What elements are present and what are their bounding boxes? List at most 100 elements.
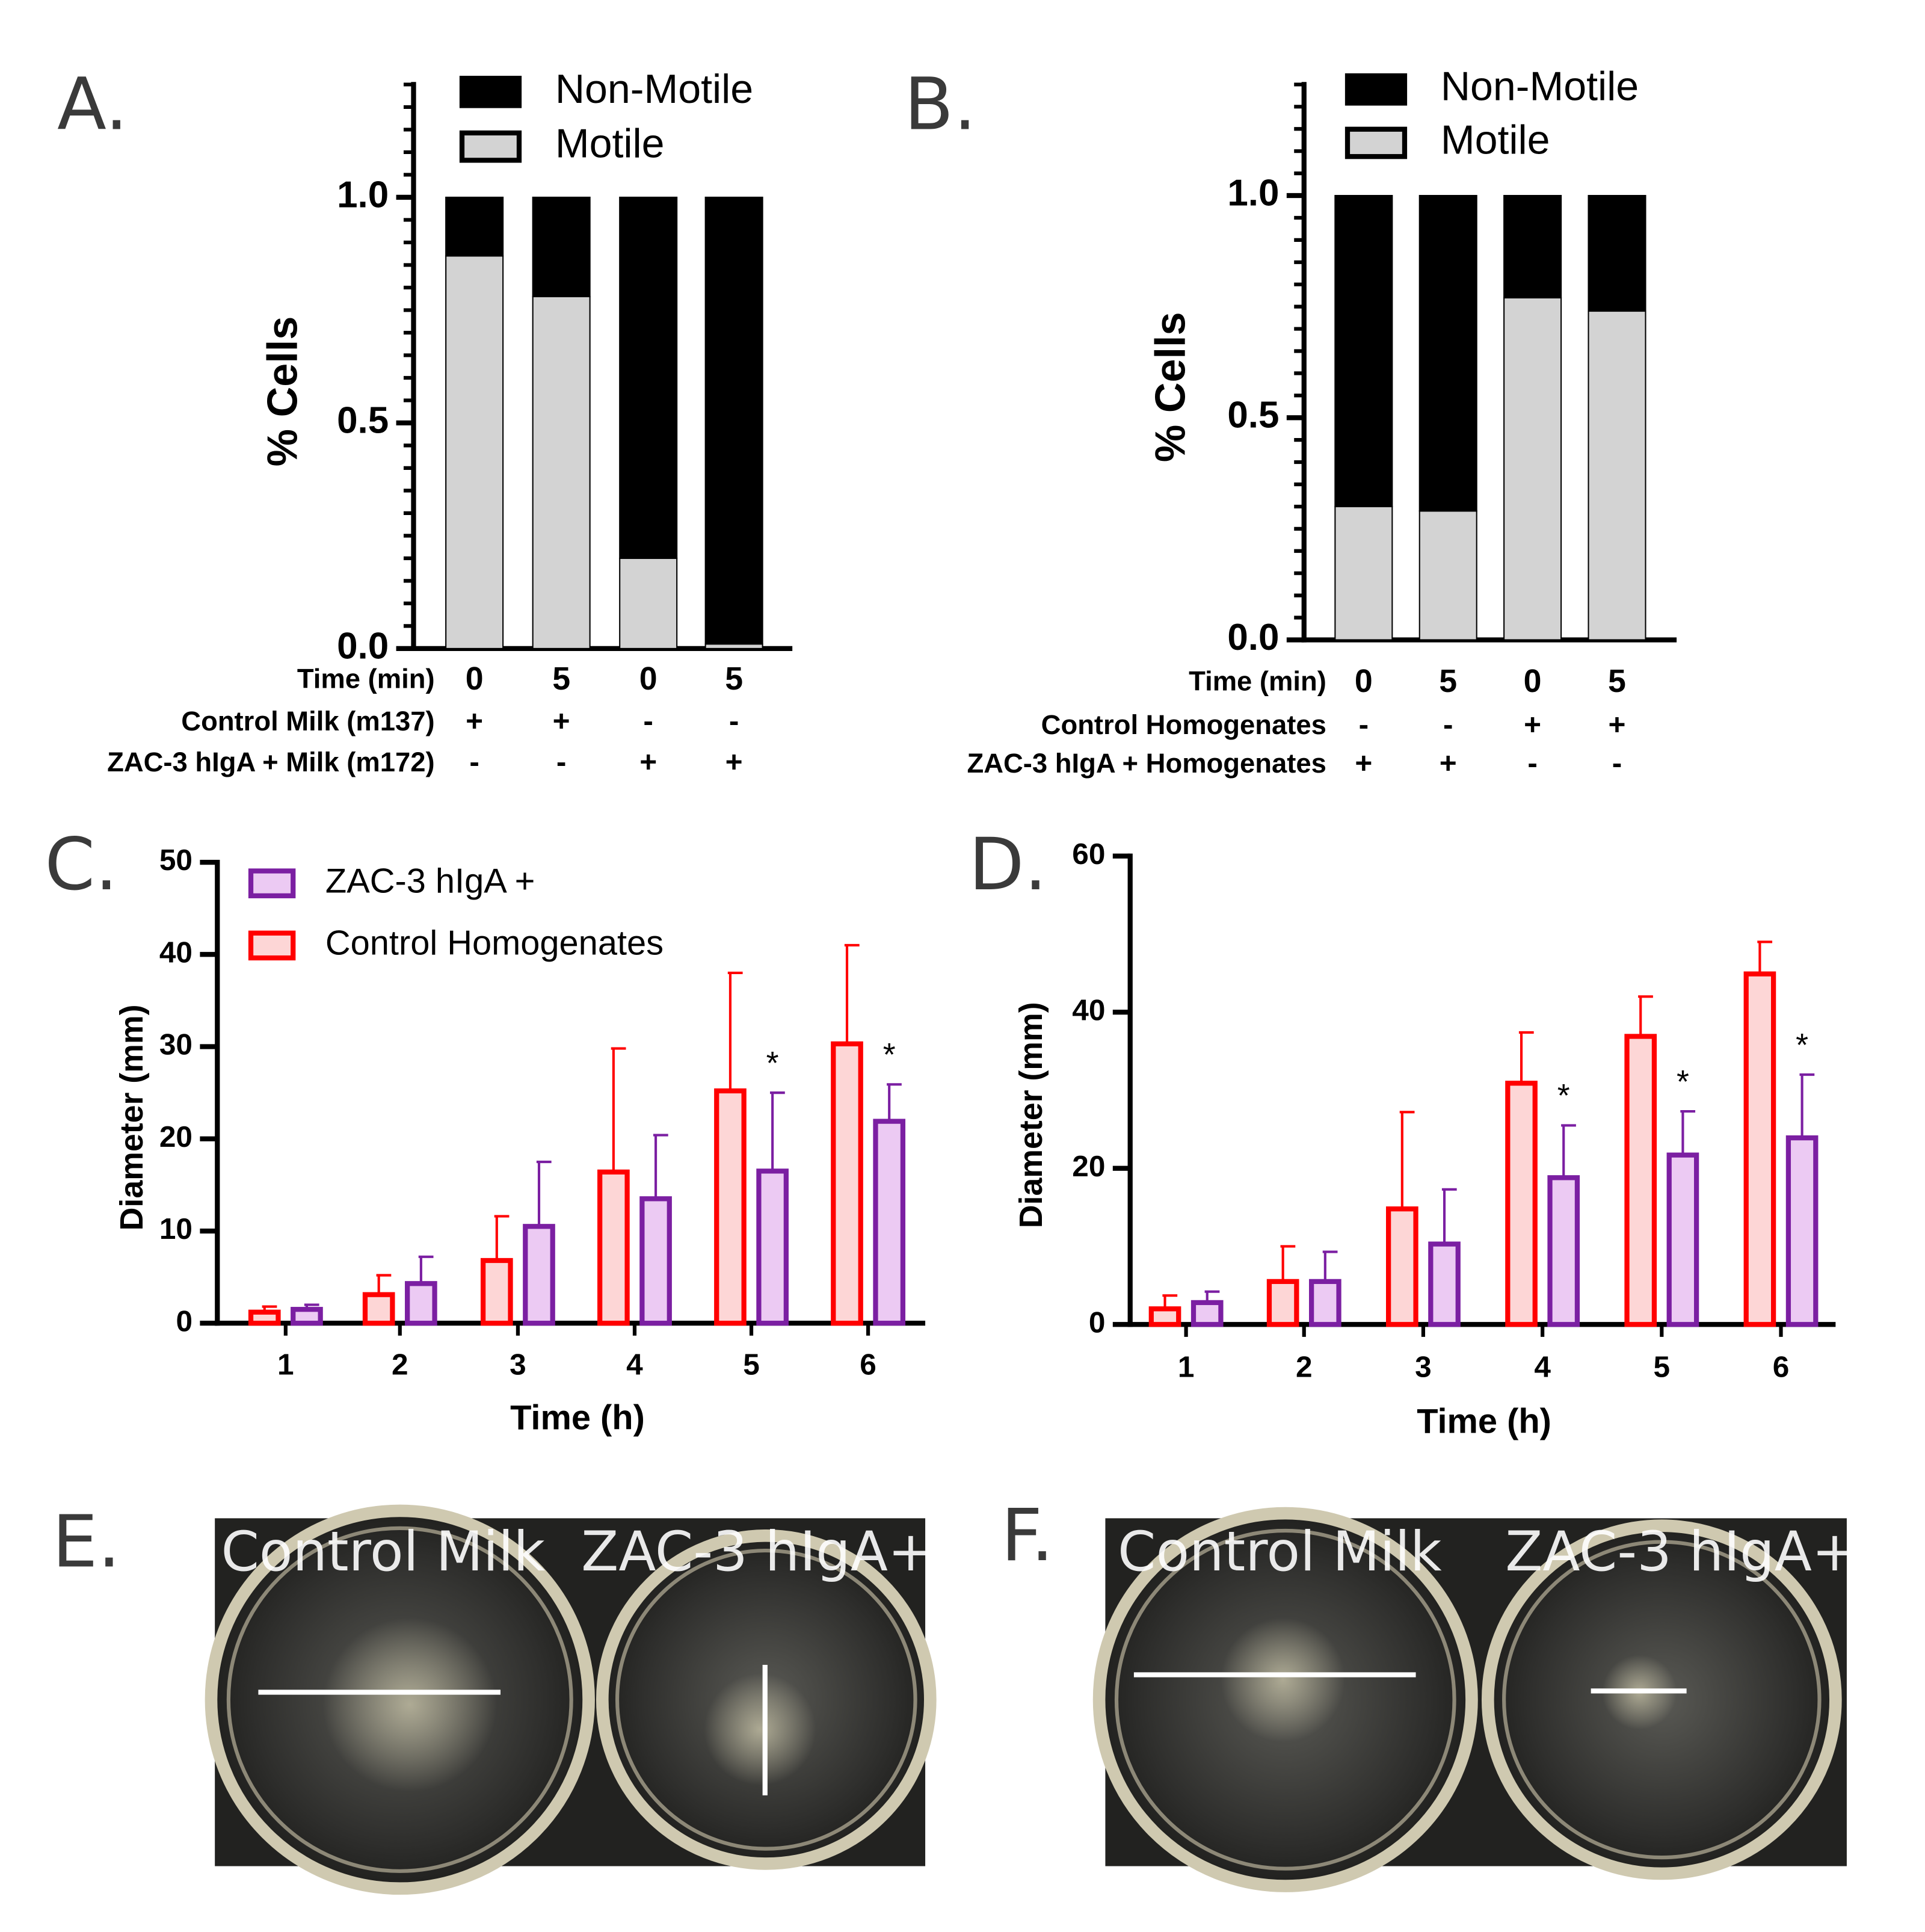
bar xyxy=(831,1041,863,1326)
bar xyxy=(1624,1034,1657,1327)
panel-label: D. xyxy=(969,823,1047,907)
bar xyxy=(362,1292,395,1326)
x-row-value: 5 xyxy=(1439,663,1457,699)
bar xyxy=(1428,1241,1461,1327)
photo-caption: Control Milk xyxy=(1118,1520,1442,1584)
photo-caption: ZAC-3 hIgA+ xyxy=(1505,1520,1858,1584)
panel-label: A. xyxy=(57,63,128,146)
y-tick-label: 60 xyxy=(1072,837,1105,871)
x-tick-label: 4 xyxy=(626,1348,643,1381)
bar-segment xyxy=(445,255,504,649)
bar xyxy=(1148,1306,1181,1327)
bar xyxy=(291,1307,323,1326)
significance-mark: * xyxy=(1677,1064,1689,1100)
bar-segment xyxy=(704,643,763,649)
petri-dish-rim xyxy=(1502,1540,1822,1860)
x-row-value: + xyxy=(1609,708,1626,741)
bar-segment xyxy=(704,196,763,645)
y-axis-title: % Cells xyxy=(1147,312,1194,462)
bar xyxy=(1785,1135,1819,1327)
x-row-label: ZAC-3 hIgA + Homogenates xyxy=(967,748,1326,779)
x-row-value: - xyxy=(729,704,739,738)
bar-segment xyxy=(1588,194,1646,312)
bar xyxy=(639,1196,672,1326)
bar-segment xyxy=(1418,194,1477,512)
bar-segment xyxy=(1418,510,1477,641)
legend-swatch xyxy=(1344,73,1408,106)
significance-mark: * xyxy=(766,1045,779,1081)
bar-segment xyxy=(1334,505,1393,641)
x-axis-title: Time (h) xyxy=(1417,1403,1551,1441)
legend-swatch xyxy=(248,930,296,961)
panel-label: F. xyxy=(1001,1494,1054,1578)
x-row-label: ZAC-3 hIgA + Milk (m172) xyxy=(107,747,434,777)
x-row-label: Control Milk (m137) xyxy=(181,706,434,736)
significance-mark: * xyxy=(1796,1027,1808,1063)
y-tick-label: 1.0 xyxy=(337,174,389,215)
y-tick-label: 0 xyxy=(1089,1305,1106,1339)
y-tick-label: 0 xyxy=(176,1304,192,1338)
x-row-value: + xyxy=(1355,746,1372,780)
bar-segment xyxy=(532,196,591,297)
bar xyxy=(523,1224,555,1326)
significance-mark: * xyxy=(883,1037,896,1073)
bar-segment xyxy=(619,196,678,559)
bar-segment xyxy=(445,196,504,257)
x-tick-label: 4 xyxy=(1534,1350,1551,1384)
y-axis-title: % Cells xyxy=(258,316,306,467)
x-row-label: Control Homogenates xyxy=(1041,709,1326,740)
legend-label: Motile xyxy=(1441,117,1550,162)
y-tick-label: 30 xyxy=(159,1028,192,1061)
x-tick-label: 2 xyxy=(392,1348,408,1381)
bar xyxy=(1309,1279,1341,1327)
bar xyxy=(597,1169,630,1326)
bar xyxy=(756,1168,789,1326)
x-row-value: + xyxy=(1440,746,1457,780)
photo-f: Control Milk ZAC-3 hIgA+ F. xyxy=(1001,1494,1858,1892)
bar xyxy=(1666,1152,1699,1327)
petri-dish-rim xyxy=(1114,1528,1456,1871)
y-tick-label: 0.0 xyxy=(337,625,389,667)
bar xyxy=(1190,1300,1224,1327)
x-row-value: 5 xyxy=(725,661,743,697)
legend-swatch xyxy=(459,130,522,163)
x-row-value: - xyxy=(643,704,653,738)
y-tick-label: 50 xyxy=(159,843,192,877)
x-axis-title: Time (h) xyxy=(510,1399,645,1437)
x-tick-label: 3 xyxy=(1415,1350,1432,1384)
x-row-value: - xyxy=(1443,708,1453,741)
x-row-value: - xyxy=(556,745,566,779)
x-tick-label: 5 xyxy=(743,1348,760,1381)
legend-label: Non-Motile xyxy=(1441,64,1639,110)
x-row-value: - xyxy=(1527,746,1537,780)
bar xyxy=(248,1309,281,1326)
x-tick-label: 2 xyxy=(1296,1350,1313,1384)
x-row-value: - xyxy=(1612,746,1622,780)
y-tick-label: 1.0 xyxy=(1227,172,1279,214)
bar xyxy=(1386,1206,1418,1327)
x-row-value: + xyxy=(725,745,743,779)
bar-segment xyxy=(1334,194,1393,507)
legend-swatch xyxy=(1344,126,1408,159)
bar xyxy=(480,1258,513,1326)
x-row-value: 5 xyxy=(552,661,570,697)
x-row-label: Time (min) xyxy=(297,664,435,694)
petri-dish-rim xyxy=(226,1526,573,1873)
swarm-zone xyxy=(704,1673,816,1786)
photo-caption: Control Milk xyxy=(221,1520,545,1584)
x-row-value: 0 xyxy=(1355,663,1373,699)
y-tick-label: 40 xyxy=(159,935,192,969)
x-row-value: + xyxy=(553,704,570,738)
swarm-zone xyxy=(1221,1617,1345,1742)
x-row-value: 5 xyxy=(1608,663,1626,699)
x-row-value: 0 xyxy=(466,661,484,697)
legend-label: ZAC-3 hIgA + xyxy=(325,862,535,900)
x-row-value: - xyxy=(1359,708,1369,741)
legend-label: Non-Motile xyxy=(555,66,753,112)
bar-segment xyxy=(1503,194,1562,298)
bar xyxy=(873,1119,906,1326)
panel-label: E. xyxy=(52,1501,121,1584)
y-tick-label: 20 xyxy=(1072,1149,1105,1183)
photo-e: Control Milk ZAC-3 hIgA+ E. xyxy=(52,1501,937,1895)
